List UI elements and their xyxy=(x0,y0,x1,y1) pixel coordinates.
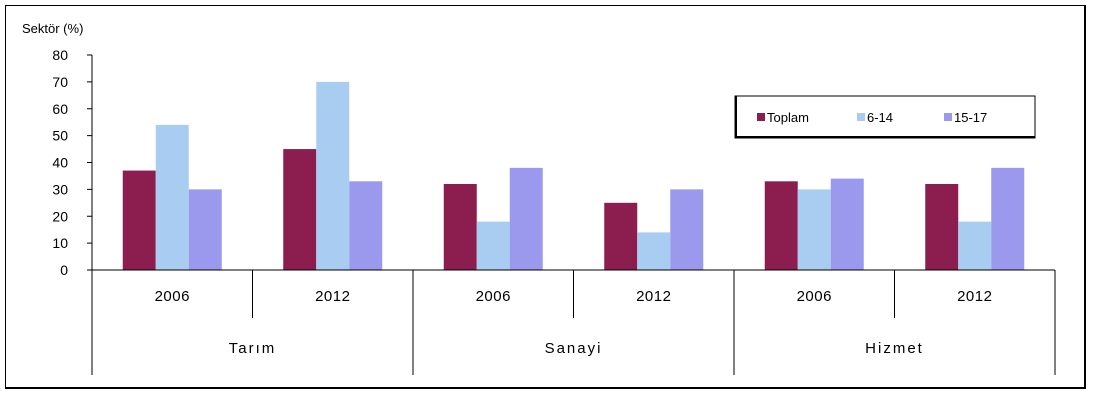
x-group-label: Sanayi xyxy=(545,340,603,357)
bars xyxy=(122,81,1025,270)
bar-15-17-5 xyxy=(991,167,1025,270)
legend-box xyxy=(734,95,1036,139)
bar-15-17-3 xyxy=(670,189,704,270)
y-tick-label: 0 xyxy=(60,262,68,278)
legend-label: Toplam xyxy=(767,110,809,125)
x-category-label: 2012 xyxy=(315,288,350,305)
bar-15-17-2 xyxy=(509,167,543,270)
x-category-label: 2012 xyxy=(636,288,671,305)
y-tick-label: 10 xyxy=(52,235,68,251)
x-category-label: 2006 xyxy=(476,288,511,305)
bar-15-17-1 xyxy=(349,181,383,270)
bar-6-14-5 xyxy=(958,221,992,270)
legend-swatch-1 xyxy=(857,113,865,121)
x-group-label: Tarım xyxy=(229,340,277,357)
bar-toplam-5 xyxy=(925,184,959,270)
y-tick-label: 40 xyxy=(52,155,68,171)
legend-swatch-0 xyxy=(757,113,765,121)
y-tick-label: 50 xyxy=(52,128,68,144)
x-group-label: Hizmet xyxy=(865,340,924,357)
x-category-label: 2006 xyxy=(797,288,832,305)
bar-15-17-4 xyxy=(830,178,864,270)
bar-toplam-0 xyxy=(122,170,156,270)
y-tick-label: 80 xyxy=(52,47,68,63)
y-tick-label: 70 xyxy=(52,74,68,90)
bar-15-17-0 xyxy=(188,189,222,270)
bar-toplam-3 xyxy=(604,202,638,270)
bar-toplam-1 xyxy=(283,149,317,270)
y-tick-label: 20 xyxy=(52,208,68,224)
bar-6-14-1 xyxy=(316,81,350,270)
legend-swatch-2 xyxy=(944,113,952,121)
y-axis: 0 10 20 30 40 50 60 70 80 xyxy=(52,47,93,278)
legend: Toplam 6-14 15-17 xyxy=(734,95,1036,139)
y-tick-label: 30 xyxy=(52,181,68,197)
bar-toplam-2 xyxy=(443,184,477,270)
y-axis-title: Sektör (%) xyxy=(22,21,83,36)
x-category-label: 2006 xyxy=(155,288,190,305)
y-tick-label: 60 xyxy=(52,101,68,117)
x-category-label: 2012 xyxy=(957,288,992,305)
x-axis: 2006 2012 2006 2012 2006 2012 Tarım Sanayi Hizme… xyxy=(91,269,1056,375)
bar-6-14-4 xyxy=(797,189,831,270)
bar-toplam-4 xyxy=(764,181,798,270)
bar-6-14-3 xyxy=(637,232,671,270)
legend-label: 15-17 xyxy=(954,110,987,125)
bar-6-14-0 xyxy=(155,124,189,270)
legend-label: 6-14 xyxy=(867,110,893,125)
bar-6-14-2 xyxy=(476,221,510,270)
